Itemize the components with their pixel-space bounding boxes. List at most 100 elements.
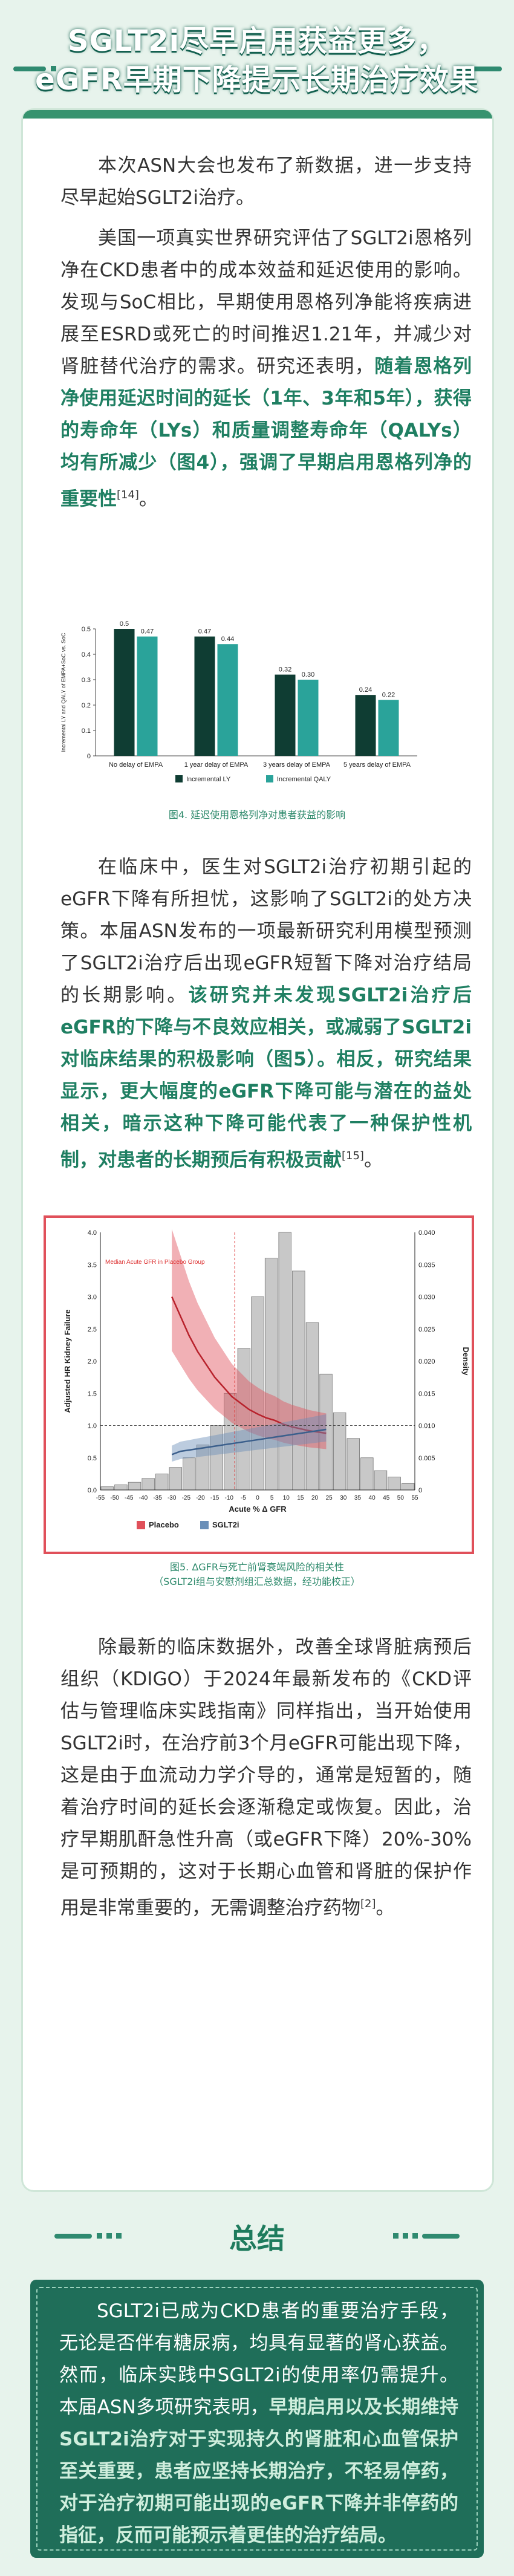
summary-title: 总结 xyxy=(229,2222,285,2255)
summary-box: SGLT2i已成为CKD患者的重要治疗手段，无论是否伴有糖尿病，均具有显著的肾心… xyxy=(30,2280,484,2558)
figure5-sglt2i-band xyxy=(172,1414,327,1462)
figure5-y-tick-label: 2.0 xyxy=(88,1358,97,1365)
figure5-hist-bar xyxy=(278,1232,291,1491)
figure5-placebo-band xyxy=(172,1229,327,1449)
figure5-placebo-curve xyxy=(171,1296,327,1434)
figure5-x-tick-label: -50 xyxy=(110,1495,119,1501)
figure5-y-tick-label: 3.5 xyxy=(88,1261,97,1269)
figure5-y-tick-label: 1.0 xyxy=(88,1423,97,1430)
page-header: SGLT2i尽早启用获益更多， eGFR早期下降提示长期治疗效果 xyxy=(0,0,514,106)
summary-text-highlight: 早期启用以及长期维持SGLT2i治疗对于实现持久的肾脏和心血管保护至关重要，患者… xyxy=(59,2396,458,2546)
paragraph-egfr-highlight: 该研究并未发现SGLT2i治疗后eGFR的下降与不良效应相关，或减弱了SGLT2… xyxy=(60,984,472,1171)
reference-15: [15] xyxy=(342,1150,364,1162)
summary-dash-left xyxy=(54,2234,92,2239)
summary-dash-right xyxy=(422,2234,460,2239)
figure5-x-tick-label: -35 xyxy=(153,1495,162,1501)
figure5-y-tick-label: 2.5 xyxy=(88,1326,97,1333)
figure4-bar-value: 0.24 xyxy=(359,686,372,694)
figure5-hist-bar xyxy=(264,1258,278,1491)
figure5-x-tick-label: 25 xyxy=(326,1495,333,1501)
figure5-hist-bar xyxy=(155,1473,169,1491)
paragraph-egfr-text: 在临床中，医生对SGLT2i治疗初期引起的eGFR下降有所担忧，这影响了SGLT… xyxy=(60,856,472,1006)
figure4-bar-value: 0.32 xyxy=(279,666,291,674)
figure4-bar xyxy=(378,700,399,756)
figure5-legend-swatch-placebo xyxy=(137,1521,145,1529)
figure5-hist-bar xyxy=(292,1270,305,1491)
figure4-bar-value: 0.47 xyxy=(198,628,211,636)
paragraph-empa-study: 美国一项真实世界研究评估了SGLT2i恩格列净在CKD患者中的成本效益和延迟使用… xyxy=(60,223,472,515)
card-top-bar xyxy=(23,110,492,119)
header-dot-right xyxy=(460,66,465,71)
figure4-bar xyxy=(298,680,319,756)
figure5-x-tick-label: 45 xyxy=(383,1495,390,1501)
header-dash-left xyxy=(13,67,46,71)
figure5-x-tick-label: -20 xyxy=(196,1495,205,1501)
figure5-hist-bar xyxy=(333,1412,346,1491)
summary-text: SGLT2i已成为CKD患者的重要治疗手段，无论是否伴有糖尿病，均具有显著的肾心… xyxy=(59,2295,458,2552)
figure4-bar xyxy=(137,636,158,756)
figure4-y-tick-label: 0.5 xyxy=(82,626,91,633)
figure5-annotation: Median Acute GFR in Placebo Group xyxy=(105,1259,205,1266)
figure5-y-tick-label: 1.5 xyxy=(88,1390,97,1397)
figure5-chart: Median Acute GFR in Placebo Group 0.0 0.5 1… xyxy=(44,1215,474,1554)
figure4-caption: 图4. 延迟使用恩格列净对患者获益的影响 xyxy=(168,809,346,821)
figure4-bar xyxy=(217,644,238,756)
figure4-y-tick-label: 0.2 xyxy=(82,702,91,709)
figure5-hist-bar xyxy=(305,1322,319,1491)
figure5-y-right-tick-label: 0.040 xyxy=(418,1229,435,1237)
summary-dot-left-3 xyxy=(116,2233,122,2239)
figure5-y-tick-label: 3.0 xyxy=(88,1294,97,1301)
figure5-hist-bar xyxy=(128,1482,142,1491)
paragraph-egfr: 在临床中，医生对SGLT2i治疗初期引起的eGFR下降有所担忧，这影响了SGLT… xyxy=(60,851,472,1176)
figure5-x-tick-label: 20 xyxy=(311,1495,319,1501)
figure5-x-tick-label: -30 xyxy=(168,1495,177,1501)
figure5-hist-bar xyxy=(183,1457,196,1491)
figure4-bar-chart: 0 0.1 0.2 0.3 0.4 0.5 Incremental LY and QALY … xyxy=(54,611,472,804)
reference-14: [14] xyxy=(117,489,139,501)
figure4-category-label: No delay of EMPA xyxy=(109,761,163,769)
figure5-x-tick-label: 10 xyxy=(283,1495,290,1501)
figure5-legend-sglt2i: SGLT2i xyxy=(212,1520,239,1529)
paragraph-empa-highlight: 随着恩格列净使用延迟时间的延长（1年、3年和5年），获得的寿命年（LYs）和质量… xyxy=(60,356,472,510)
figure4-bar-value: 0.22 xyxy=(382,692,395,699)
reference-2: [2] xyxy=(360,1898,376,1910)
figure5-x-tick-label: 30 xyxy=(340,1495,347,1501)
paragraph-kdigo-text: 除最新的临床数据外，改善全球肾脏病预后组织（KDIGO）于2024年最新发布的《… xyxy=(60,1636,472,1919)
figure4-legend-swatch xyxy=(266,775,273,782)
paragraph-empa-end: 。 xyxy=(138,488,158,510)
figure5-y-right-tick-label: 0.020 xyxy=(418,1358,435,1365)
paragraph-egfr-end: 。 xyxy=(363,1149,383,1171)
figure5-hist-bar xyxy=(374,1470,388,1491)
figure5-x-tick-label: 55 xyxy=(411,1495,418,1501)
figure5-x-tick-label: 0 xyxy=(256,1495,259,1501)
summary-dot-right-2 xyxy=(403,2233,408,2239)
figure4-category-label: 3 years delay of EMPA xyxy=(263,761,331,769)
figure4-y-tick-label: 0.4 xyxy=(82,651,91,659)
figure5-hist-bar xyxy=(100,1486,114,1491)
figure4-y-axis-label: Incremental LY and QALY of EMPA+SoC vs. … xyxy=(60,633,67,752)
figure5-x-tick-label: 40 xyxy=(369,1495,376,1501)
figure4-bar-value: 0.47 xyxy=(141,628,154,636)
figure5-hist-bar xyxy=(346,1438,360,1491)
figure4-legend-label: Incremental LY xyxy=(186,776,231,783)
paragraph-empa-text: 美国一项真实世界研究评估了SGLT2i恩格列净在CKD患者中的成本效益和延迟使用… xyxy=(60,227,472,377)
figure5-hist-bar xyxy=(401,1483,415,1491)
figure5-x-tick-label: -40 xyxy=(139,1495,148,1501)
figure4-y-tick-label: 0 xyxy=(87,753,91,760)
figure4-bar-value: 0.5 xyxy=(120,620,129,628)
figure4-category-label: 1 year delay of EMPA xyxy=(184,761,249,769)
figure5-x-tick-label: 50 xyxy=(397,1495,405,1501)
figure5-x-tick-label: -15 xyxy=(210,1495,220,1501)
page-title-line1: SGLT2i尽早启用获益更多， xyxy=(67,24,447,58)
summary-dot-left-1 xyxy=(97,2233,102,2239)
figure5-y-right-label: Density xyxy=(461,1347,470,1376)
figure5-caption-line2: （SGLT2i组与安慰剂组汇总数据，经功能校正） xyxy=(154,1576,360,1587)
figure5-legend-placebo: Placebo xyxy=(149,1520,179,1529)
figure5-hist-bar xyxy=(360,1457,374,1491)
figure5-x-axis-label: Acute % Δ GFR xyxy=(229,1504,287,1514)
figure5-y-right-tick-label: 0.015 xyxy=(418,1390,435,1397)
figure5-svg: Median Acute GFR in Placebo Group 0.0 0.5 1… xyxy=(63,1229,470,1529)
figure5-y-right-tick-label: 0.030 xyxy=(418,1294,435,1301)
figure5-y-tick-label: 0.5 xyxy=(88,1455,97,1462)
figure5-y-tick-label: 4.0 xyxy=(88,1229,97,1237)
